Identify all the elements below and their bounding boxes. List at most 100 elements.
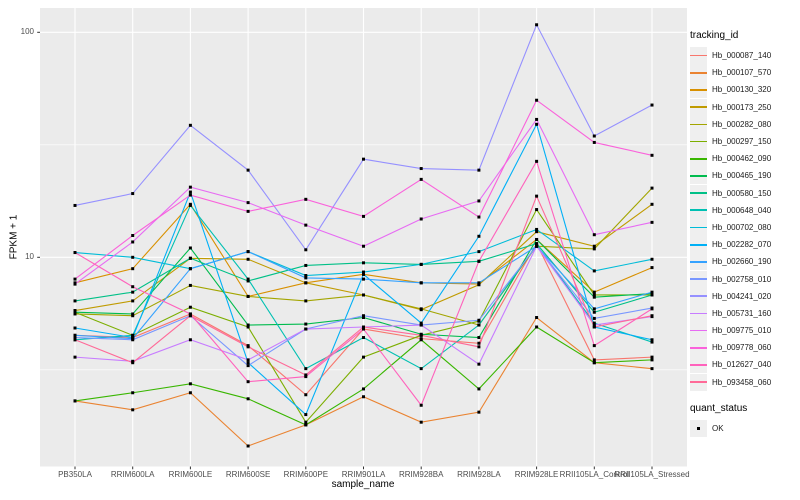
data-point [362, 325, 365, 329]
data-point [246, 250, 250, 254]
legend-label: Hb_005731_160 [712, 308, 772, 318]
legend-key [690, 287, 707, 305]
data-point [304, 248, 308, 252]
data-point [419, 323, 423, 327]
data-point [650, 153, 654, 157]
data-point [188, 267, 192, 271]
legend-key [690, 167, 707, 185]
data-point [362, 293, 365, 297]
data-point [362, 270, 365, 274]
data-point [188, 190, 192, 194]
legend-entry: Hb_093458_060 [690, 373, 800, 391]
data-point [73, 310, 77, 314]
legend-label: Hb_000465_190 [712, 171, 772, 181]
legend-key [690, 115, 707, 133]
data-point [535, 227, 539, 231]
legend-label: Hb_002282_070 [712, 240, 772, 250]
data-point [304, 413, 308, 417]
data-point [131, 240, 135, 244]
x-axis-title: sample_name [331, 479, 395, 490]
data-point [592, 244, 596, 248]
data-point [73, 282, 77, 286]
data-point [304, 197, 308, 201]
x-tick-label: RRIM928LA [457, 470, 501, 479]
data-point [592, 269, 596, 273]
data-point [592, 247, 596, 251]
x-tick-label: RRIM928LE [514, 470, 559, 479]
ok-point-key [690, 419, 707, 437]
data-point [188, 338, 192, 342]
legend-label: Hb_000107_570 [712, 68, 772, 78]
data-point [592, 358, 596, 362]
data-point [419, 177, 423, 181]
data-point [535, 316, 539, 320]
data-point [362, 244, 365, 248]
data-point [362, 316, 365, 320]
data-point [650, 358, 654, 362]
legend-line-icon [690, 157, 707, 160]
square-point-icon [696, 426, 701, 430]
data-point [419, 403, 423, 407]
data-point [246, 201, 250, 205]
data-point [73, 336, 77, 340]
data-point [535, 194, 539, 198]
data-point [477, 345, 481, 349]
data-point [535, 230, 539, 234]
data-point [419, 281, 423, 285]
legend-label: Hb_000130_320 [712, 85, 772, 95]
data-point [592, 316, 596, 320]
legend-label: Hb_000648_040 [712, 205, 772, 215]
legend-key [690, 322, 707, 340]
legend-key [690, 236, 707, 254]
legend-entry: Hb_000130_320 [690, 81, 800, 99]
data-point [304, 373, 308, 377]
data-point [131, 333, 135, 337]
data-point [73, 338, 77, 342]
data-point [246, 358, 250, 362]
legend-key [690, 201, 707, 219]
data-point [131, 267, 135, 271]
data-point [246, 279, 250, 283]
x-tick-label: RRII105LA_Stressed [614, 470, 690, 479]
legend-key [690, 253, 707, 271]
legend-entry: Hb_000580_150 [690, 184, 800, 202]
legend-entry: Hb_009775_010 [690, 322, 800, 340]
legend-key [690, 270, 707, 288]
x-tick-label: RRIM600PE [283, 470, 329, 479]
data-point [131, 338, 135, 342]
legend-key [690, 356, 707, 374]
legend-entry: Hb_000462_090 [690, 150, 800, 168]
data-point [535, 117, 539, 121]
data-point [246, 380, 250, 384]
data-point [535, 98, 539, 102]
legend-label: Hb_000297_150 [712, 137, 772, 147]
legend-label: Hb_000580_150 [712, 188, 772, 198]
data-point [131, 408, 135, 412]
data-point [188, 123, 192, 127]
data-point [73, 312, 77, 316]
data-points [73, 23, 654, 448]
data-point [73, 399, 77, 403]
data-point [477, 234, 481, 238]
data-point [650, 103, 654, 107]
legend-line-icon [690, 54, 707, 57]
legend-key [690, 218, 707, 236]
data-point [419, 338, 423, 342]
data-point [650, 186, 654, 190]
x-tick-label: RRII105LA_Control [559, 470, 629, 479]
data-point [304, 263, 308, 267]
legend-line-icon [690, 89, 707, 91]
y-tick-label: 10 [25, 252, 34, 262]
axis-ticks [37, 31, 653, 470]
legend-entry: Hb_000087_140 [690, 47, 800, 65]
data-point [131, 192, 135, 196]
data-point [650, 220, 654, 224]
x-tick-label: RRIM901LA [341, 470, 386, 479]
data-point [535, 237, 539, 241]
data-point [477, 199, 481, 203]
data-point [419, 333, 423, 337]
data-point [131, 391, 135, 395]
legend-label: Hb_009778_060 [712, 343, 772, 353]
data-point [188, 305, 192, 309]
